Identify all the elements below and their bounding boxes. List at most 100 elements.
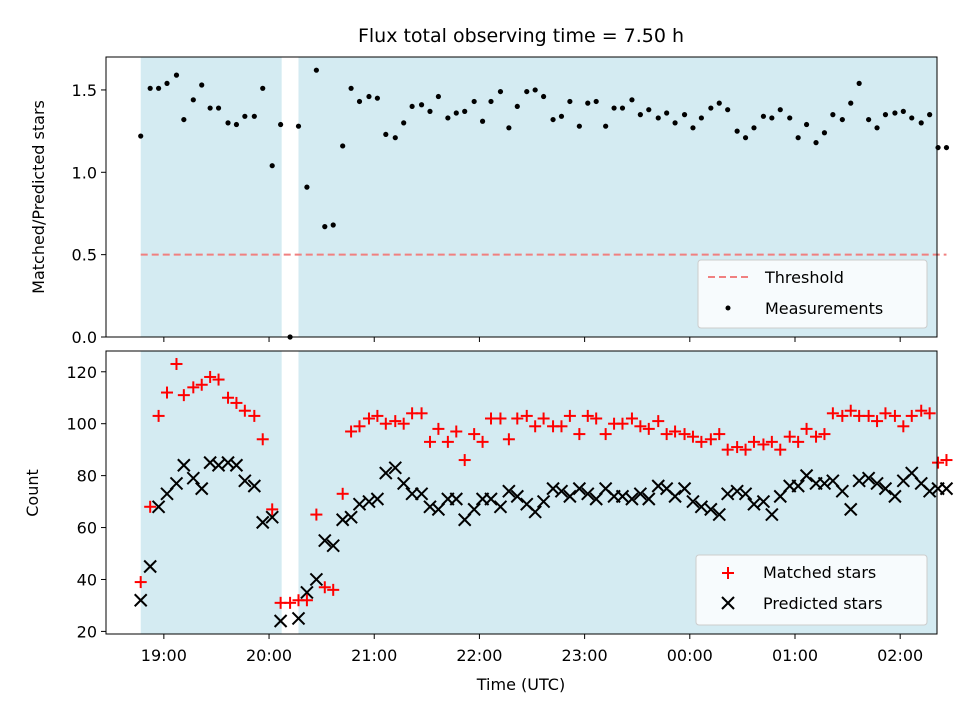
measurement-point <box>497 88 504 95</box>
measurement-point <box>462 108 468 114</box>
measurement-point <box>672 120 678 126</box>
predicted-star-point <box>256 515 270 530</box>
measurement-point <box>340 143 346 149</box>
matched-star-point <box>134 576 147 589</box>
predicted-star-point <box>844 502 858 517</box>
predicted-star-point <box>238 474 252 488</box>
matched-star-point <box>800 422 813 435</box>
predicted-star-point <box>720 487 735 501</box>
measurement-point <box>401 120 407 126</box>
matched-star-point <box>336 487 349 500</box>
matched-star-point <box>379 417 392 430</box>
measurement-point <box>655 115 661 121</box>
matched-star-point <box>371 409 384 422</box>
matched-star-point <box>686 430 699 443</box>
measurement-point <box>874 125 880 131</box>
measurement-point <box>664 110 670 116</box>
matched-star-point <box>520 409 533 422</box>
matched-star-point <box>476 435 489 448</box>
predicted-star-point <box>756 494 771 509</box>
predicted-star-point <box>247 479 262 493</box>
predicted-star-point <box>484 492 498 506</box>
matched-star-point <box>170 357 183 370</box>
matched-star-point <box>721 443 734 456</box>
matched-star-point <box>555 420 568 433</box>
predicted-star-point <box>730 484 744 498</box>
measurement-point <box>155 85 162 91</box>
matched-star-point <box>222 391 235 404</box>
ratio-y-axis-label: Matched/Predicted stars <box>29 100 48 294</box>
matched-star-point <box>757 438 770 451</box>
measurement-point <box>242 113 248 119</box>
predicted-star-point <box>203 455 217 470</box>
y-tick-label: 20 <box>77 622 97 641</box>
predicted-star-point <box>712 507 726 522</box>
matched-star-point <box>739 443 752 456</box>
measurement-point <box>716 100 722 106</box>
predicted-star-point <box>143 559 157 574</box>
measurement-point <box>445 115 451 121</box>
y-tick-label: 100 <box>66 415 97 434</box>
matched-star-point <box>502 433 515 446</box>
matched-star-point <box>266 503 279 516</box>
matched-star-point <box>862 409 875 422</box>
measurement-point <box>918 120 924 126</box>
y-tick-label: 1.5 <box>72 81 97 100</box>
matched-star-point <box>713 428 726 441</box>
measurement-point <box>698 115 704 121</box>
predicted-star-point <box>817 476 832 491</box>
measurement-point <box>418 102 425 108</box>
measurement-point <box>479 118 486 124</box>
predicted-star-point <box>704 502 718 517</box>
measurement-point <box>567 98 573 105</box>
x-tick-label: 02:00 <box>877 646 923 665</box>
matched-star-point <box>915 404 928 417</box>
predicted-star-point <box>536 494 551 509</box>
measurement-point <box>866 116 872 123</box>
matched-star-point <box>494 412 507 425</box>
measurement-point <box>366 93 372 100</box>
x-tick-label: 22:00 <box>456 646 502 665</box>
predicted-star-point <box>765 507 779 522</box>
measurement-point <box>935 144 941 151</box>
predicted-star-point <box>686 494 700 509</box>
ratio-x-ticks <box>163 337 901 342</box>
measurement-points <box>138 67 950 340</box>
measurement-point <box>330 222 336 228</box>
predicted-star-point <box>835 484 850 498</box>
measurement-point <box>742 135 749 141</box>
legend-measurements-label: Measurements <box>765 299 883 318</box>
matched-star-point <box>152 409 165 422</box>
legend-matched-label: Matched stars <box>763 563 876 582</box>
measurement-point <box>681 112 688 118</box>
measurement-point <box>725 107 731 113</box>
measurement-point <box>777 107 783 113</box>
predicted-star-point <box>642 492 656 506</box>
x-tick-label: 20:00 <box>246 646 292 665</box>
matched-star-point <box>818 428 831 441</box>
matched-star-point <box>844 404 857 417</box>
y-tick-label: 1.0 <box>72 163 97 182</box>
measurement-point <box>900 108 906 114</box>
predicted-star-point <box>169 476 184 491</box>
predicted-star-point <box>326 539 340 553</box>
predicted-star-point <box>449 492 463 506</box>
predicted-star-point <box>546 481 560 496</box>
measurement-point <box>550 116 556 123</box>
predicted-star-point <box>939 481 954 496</box>
predicted-star-point <box>177 458 191 472</box>
matched-star-point <box>318 581 331 594</box>
predicted-star-point <box>344 510 358 524</box>
matched-star-point <box>397 417 410 430</box>
matched-star-point <box>616 417 629 430</box>
predicted-star-point <box>195 481 209 496</box>
predicted-star-point <box>677 481 692 496</box>
matched-star-point <box>238 404 251 417</box>
matched-star-point <box>634 420 647 433</box>
measurement-point <box>199 82 205 88</box>
measurement-point <box>751 125 757 131</box>
matched-star-point <box>212 373 225 386</box>
ratio-axes-frame <box>105 56 938 338</box>
ratio-legend: Threshold Measurements <box>697 259 928 329</box>
predicted-star-point <box>414 487 429 501</box>
